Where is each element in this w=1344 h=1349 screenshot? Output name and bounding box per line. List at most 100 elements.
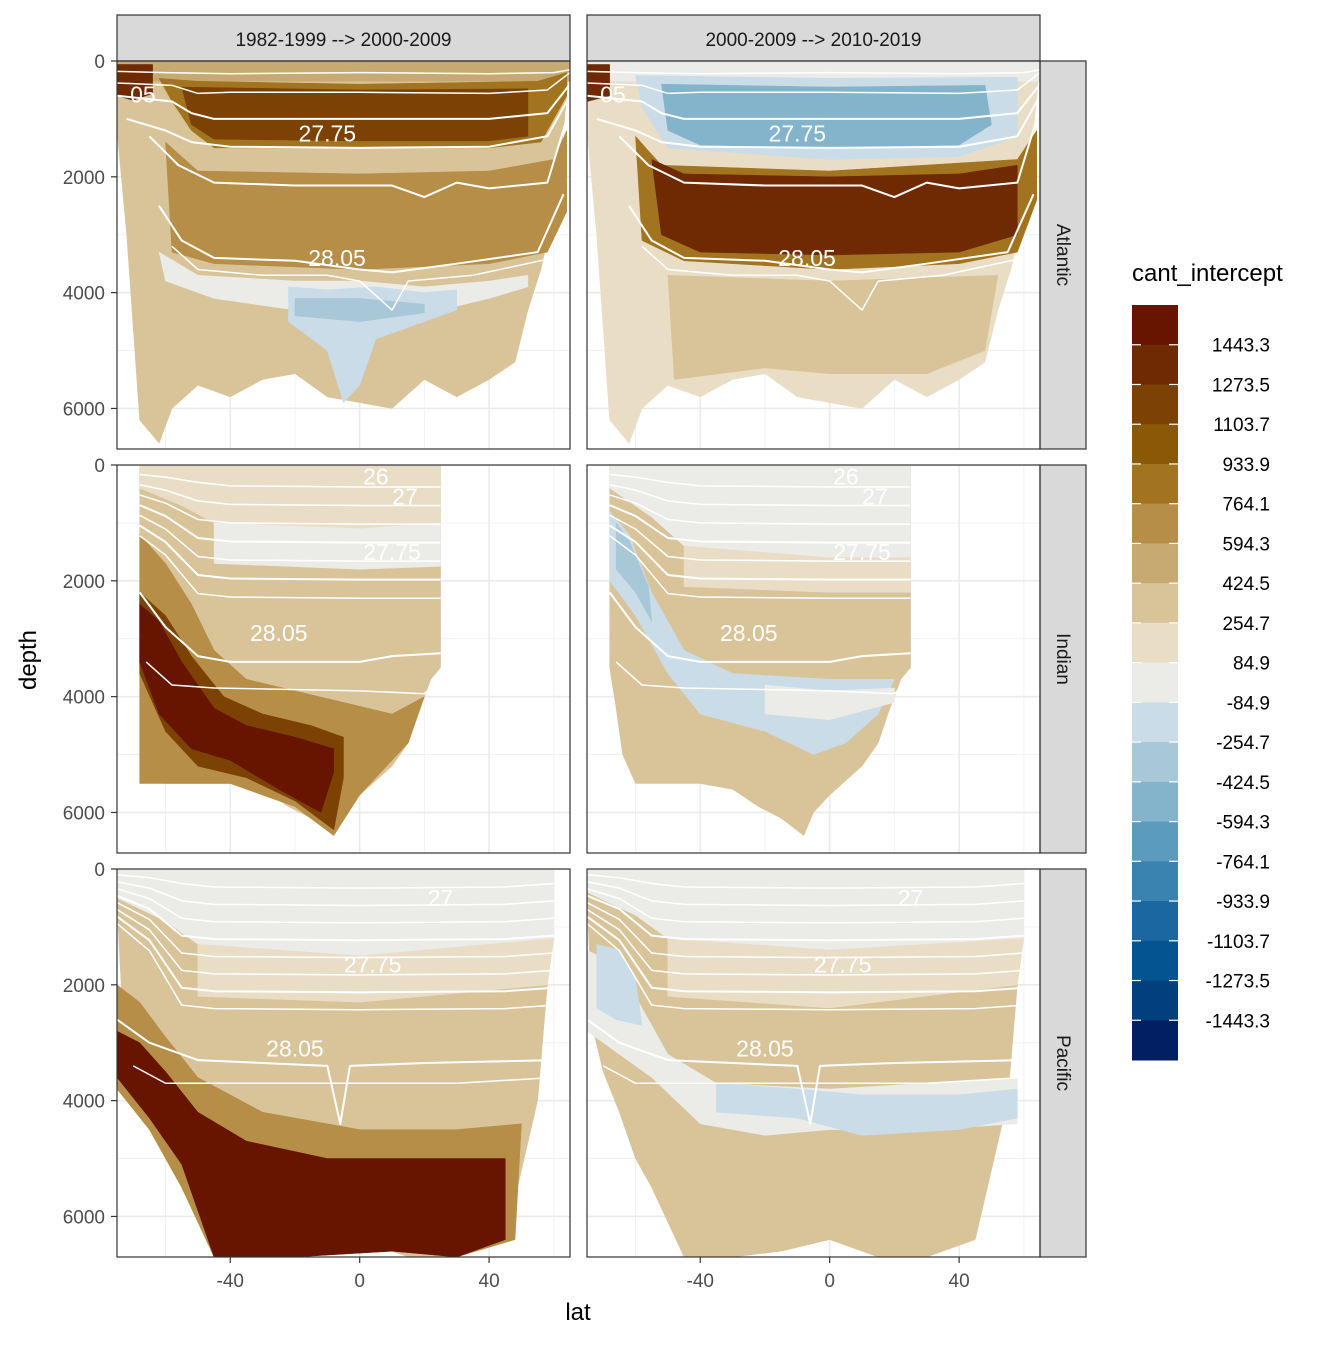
legend: cant_intercept 1443.3 1273.5 1103.7 933.9 76…: [1132, 260, 1283, 1061]
isopycnal-label: 27.75: [814, 952, 872, 978]
legend-label: -424.5: [1216, 773, 1270, 794]
legend-swatch: [1132, 1020, 1178, 1061]
panel-border: [586, 464, 1041, 854]
isopycnal-line: [628, 193, 1035, 274]
field-upper-core: [181, 86, 529, 142]
isopycnal-line: [117, 83, 570, 120]
legend-label: -1443.3: [1206, 1011, 1270, 1032]
strip-background: [1039, 464, 1087, 854]
strip-label: Indian: [1052, 633, 1073, 685]
isopycnal-label: 27.75: [299, 120, 357, 146]
facet-strip-col-1: 2000-2009 --> 2010-2019: [586, 14, 1041, 62]
legend-label: 1443.3: [1212, 336, 1270, 357]
isopycnal-line: [139, 504, 441, 544]
isopycnal-line: [139, 473, 441, 488]
isopycnal-label: 28.05: [308, 245, 366, 271]
y-axis-title: depth: [15, 630, 42, 690]
isopycnal-line: [148, 118, 568, 199]
legend-swatch: [1132, 821, 1178, 862]
isopycnal-label: 26: [363, 464, 389, 490]
facet-strip-col-0: 1982-1999 --> 2000-2009: [116, 14, 571, 62]
isopycnal-label: 05: [130, 82, 156, 108]
facet-strip-row-1: Indian: [1039, 464, 1087, 854]
field-deep-neutral: [587, 949, 1018, 1136]
field-deep-negative-core: [294, 298, 425, 322]
isopycnal-line: [587, 1018, 1024, 1125]
isopycnal-line: [609, 473, 911, 488]
field-upper-neutral: [213, 522, 441, 570]
field-deep-band: [165, 130, 568, 270]
legend-swatch: [1132, 781, 1178, 823]
legend-swatch: [1132, 503, 1178, 544]
isopycnal-label: 05: [600, 82, 626, 108]
legend-label: -764.1: [1216, 852, 1270, 873]
field-deep-negative: [716, 1083, 1018, 1136]
legend-label: -84.9: [1227, 693, 1270, 714]
isopycnal-line: [609, 504, 911, 544]
isopycnal-line: [609, 524, 911, 581]
y-tick-label: 4000: [63, 688, 105, 709]
legend-swatch: [1132, 662, 1178, 703]
isopycnal-line: [145, 661, 442, 695]
field-deep-core: [117, 1030, 506, 1257]
isopycnal-line: [609, 484, 911, 507]
panel-atlantic-0: 27.75 28.05 05: [117, 61, 570, 449]
legend-swatch: [1132, 583, 1178, 624]
legend-label: -1103.7: [1207, 932, 1270, 953]
legend-label: 424.5: [1222, 574, 1270, 595]
isopycnal-line: [117, 908, 554, 976]
legend-swatch: [1132, 424, 1178, 465]
panel-pacific-0: 27.75 28.05 27: [117, 869, 570, 1257]
legend-swatch: [1132, 622, 1178, 664]
x-tick-label: -40: [687, 1271, 714, 1292]
x-tick-label: 0: [824, 1271, 835, 1292]
panel-border: [116, 60, 571, 450]
facet-strip-row-2: Pacific: [1039, 868, 1087, 1258]
panel-border: [116, 868, 571, 1258]
isopycnal-label: 28.05: [266, 1036, 324, 1062]
y-tick-label: 2000: [63, 572, 105, 593]
legend-swatch: [1132, 305, 1178, 346]
isopycnal-line: [117, 1018, 554, 1125]
field-upper-mid: [683, 545, 911, 593]
panel-border: [116, 464, 571, 854]
legend-label: -1273.5: [1206, 972, 1270, 993]
legend-label: 933.9: [1222, 455, 1270, 476]
field-deep-band: [667, 275, 999, 380]
legend-colorbar: [1132, 305, 1178, 1061]
y-tick-label: 2000: [63, 168, 105, 189]
isopycnal-line: [139, 484, 441, 507]
isopycnal-line: [587, 874, 1024, 889]
y-tick-label: 4000: [63, 284, 105, 305]
y-tick-label: 6000: [63, 1207, 105, 1228]
isopycnal-line: [117, 901, 554, 959]
legend-swatch: [1132, 861, 1178, 902]
isopycnal-label: 28.05: [736, 1036, 794, 1062]
isopycnal-line: [139, 535, 441, 599]
isopycnal-line: [171, 245, 554, 311]
field-surface: [117, 61, 570, 82]
strip-label: Pacific: [1052, 1035, 1073, 1091]
isopycnal-line: [587, 881, 1024, 907]
strip-background: [1039, 60, 1087, 450]
legend-swatch: [1132, 702, 1178, 743]
isopycnal-line: [139, 514, 441, 562]
isopycnal-line: [609, 514, 911, 562]
legend-swatch: [1132, 940, 1178, 982]
legend-label: 1273.5: [1212, 375, 1270, 396]
legend-label: 84.9: [1233, 654, 1270, 675]
isopycnal-label: 27.75: [769, 120, 827, 146]
x-tick-label: -40: [217, 1271, 244, 1292]
isopycnal-label: 27: [428, 885, 454, 911]
isopycnal-line: [602, 1065, 1024, 1085]
y-tick-label: 6000: [63, 399, 105, 420]
isopycnal-line: [587, 901, 1024, 959]
isopycnal-label: 27.75: [363, 539, 421, 565]
isopycnal-line: [117, 68, 570, 75]
legend-label: 764.1: [1222, 495, 1270, 516]
legend-label: 594.3: [1222, 534, 1270, 555]
y-tick-label: 0: [94, 860, 105, 881]
legend-label: 254.7: [1222, 614, 1270, 635]
